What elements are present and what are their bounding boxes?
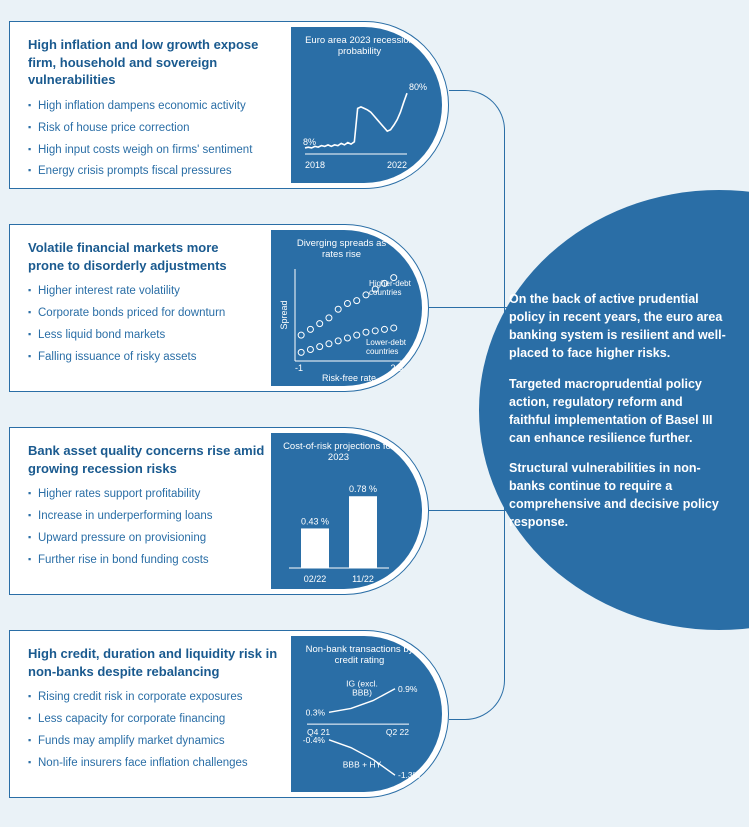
svg-text:0.9%: 0.9% — [398, 684, 418, 694]
chart-svg: 0.43 % 02/22 0.78 % 11/22 — [279, 468, 407, 586]
svg-text:Spread: Spread — [279, 300, 289, 329]
svg-text:countries: countries — [366, 347, 398, 356]
svg-text:0.3%: 0.3% — [306, 707, 326, 717]
connector-line — [429, 307, 509, 308]
summary-paragraph: Targeted macroprudential policy action, … — [509, 375, 727, 448]
chart-svg: 0.3%0.9%-0.4%-1.3%IG (excl.BBB)BBB + HYQ… — [299, 671, 427, 789]
svg-text:countries: countries — [369, 288, 401, 297]
svg-text:8%: 8% — [303, 137, 316, 147]
chart-title: Euro area 2023 recession probability — [299, 35, 434, 58]
summary-paragraph: Structural vulnerabilities in non-banks … — [509, 459, 727, 532]
connector-line — [429, 510, 509, 511]
summary-text: On the back of active prudential policy … — [509, 290, 727, 544]
svg-text:11/22: 11/22 — [352, 574, 374, 584]
svg-text:2018: 2018 — [305, 160, 325, 170]
summary-circle: On the back of active prudential policy … — [479, 190, 749, 630]
panel-title: High inflation and low growth expose fir… — [28, 36, 278, 89]
panel-title: High credit, duration and liquidity risk… — [28, 645, 298, 680]
svg-text:02/22: 02/22 — [304, 574, 327, 584]
chart-cost-of-risk: Cost-of-risk projections for 2023 0.43 %… — [271, 433, 422, 589]
svg-text:Higher-debt: Higher-debt — [369, 279, 412, 288]
svg-text:2.5: 2.5 — [390, 363, 403, 373]
svg-text:BBB): BBB) — [352, 687, 372, 697]
svg-text:-1: -1 — [295, 363, 303, 373]
chart-title: Non-bank transactions by credit rating — [299, 644, 434, 667]
chart-diverging-spreads: Diverging spreads as rates rise Spread Ri… — [271, 230, 422, 386]
svg-text:Q4 21: Q4 21 — [307, 727, 330, 737]
summary-paragraph: On the back of active prudential policy … — [509, 290, 727, 363]
chart-title: Cost-of-risk projections for 2023 — [279, 441, 414, 464]
svg-text:Lower-debt: Lower-debt — [366, 338, 407, 347]
svg-text:-1.3%: -1.3% — [398, 770, 421, 780]
svg-text:0.78 %: 0.78 % — [349, 484, 377, 494]
svg-text:Q2 22: Q2 22 — [386, 727, 409, 737]
svg-text:0.43 %: 0.43 % — [301, 516, 329, 526]
svg-text:BBB + HY: BBB + HY — [343, 759, 382, 769]
chart-svg: SpreadRisk-free rate-12.5Higher-debtcoun… — [279, 265, 415, 383]
svg-text:80%: 80% — [409, 82, 427, 92]
chart-svg: 2018 2022 8% 80% — [299, 62, 427, 170]
svg-text:2022: 2022 — [387, 160, 407, 170]
chart-non-bank-transactions: Non-bank transactions by credit rating 0… — [291, 636, 442, 792]
svg-text:Risk-free rate: Risk-free rate — [322, 373, 376, 383]
panel-title: Bank asset quality concerns rise amid gr… — [28, 442, 268, 477]
chart-recession-probability: Euro area 2023 recession probability 201… — [291, 27, 442, 183]
chart-title: Diverging spreads as rates rise — [279, 238, 414, 261]
panel-title: Volatile financial markets more prone to… — [28, 239, 238, 274]
